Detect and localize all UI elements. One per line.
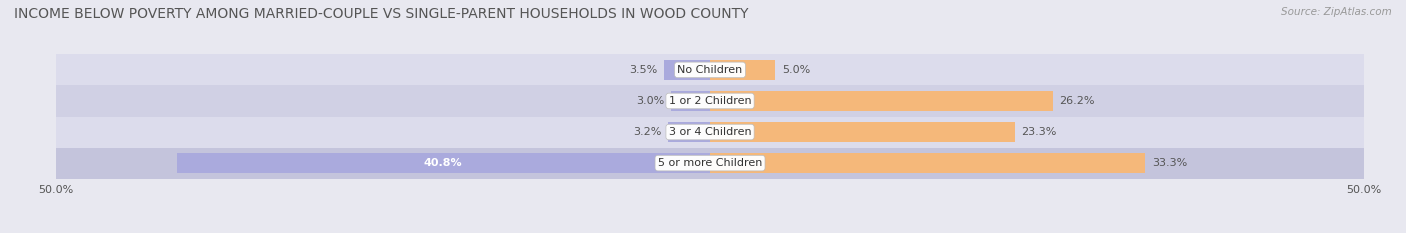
Bar [56, 147, 1364, 179]
Bar [664, 60, 710, 79]
Text: 40.8%: 40.8% [425, 158, 463, 168]
Text: 26.2%: 26.2% [1059, 96, 1095, 106]
Bar [710, 60, 776, 79]
Bar [56, 86, 1364, 116]
Text: 5.0%: 5.0% [782, 65, 810, 75]
Text: Source: ZipAtlas.com: Source: ZipAtlas.com [1281, 7, 1392, 17]
Bar [56, 116, 1364, 147]
Text: 3.2%: 3.2% [633, 127, 662, 137]
Text: 1 or 2 Children: 1 or 2 Children [669, 96, 751, 106]
Bar [710, 154, 1146, 173]
Bar [668, 122, 710, 142]
Text: 3.0%: 3.0% [636, 96, 664, 106]
Text: INCOME BELOW POVERTY AMONG MARRIED-COUPLE VS SINGLE-PARENT HOUSEHOLDS IN WOOD CO: INCOME BELOW POVERTY AMONG MARRIED-COUPL… [14, 7, 748, 21]
Bar [710, 91, 1053, 111]
Text: 3.5%: 3.5% [630, 65, 658, 75]
Bar [671, 91, 710, 111]
Text: 23.3%: 23.3% [1021, 127, 1057, 137]
Bar [177, 154, 710, 173]
Text: 3 or 4 Children: 3 or 4 Children [669, 127, 751, 137]
Text: 5 or more Children: 5 or more Children [658, 158, 762, 168]
Bar [710, 122, 1015, 142]
Text: 33.3%: 33.3% [1152, 158, 1187, 168]
Text: No Children: No Children [678, 65, 742, 75]
Bar [56, 54, 1364, 86]
